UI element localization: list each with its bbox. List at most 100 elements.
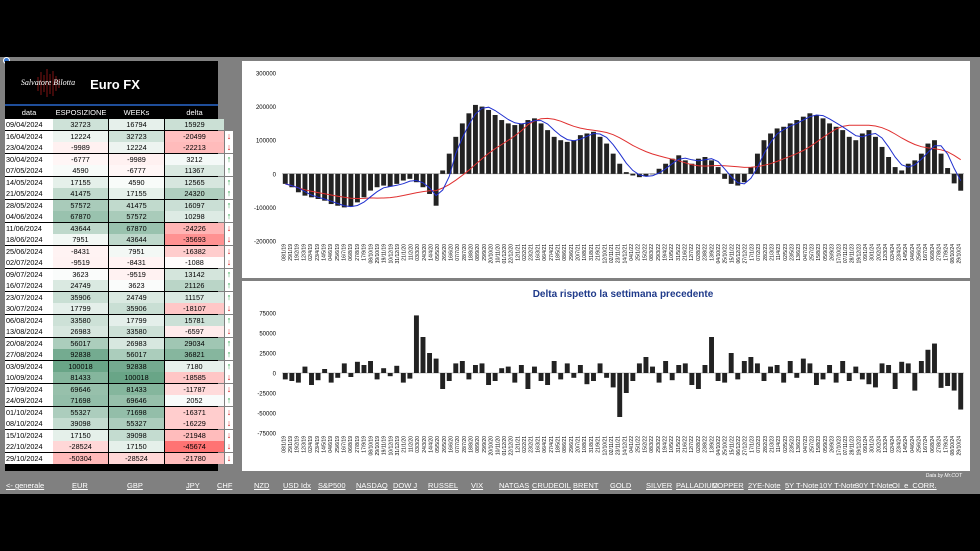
data-bar	[486, 373, 492, 385]
weeks-cell: 57572	[109, 211, 164, 222]
sheet-tab[interactable]: 10Y T-Note	[819, 481, 857, 490]
sheet-tab[interactable]: DOW J	[393, 481, 418, 490]
sheet-tab[interactable]: GBP	[127, 481, 143, 490]
arrow-down-icon: ↓	[225, 372, 233, 383]
x-tick-label: 14/5/19	[321, 244, 327, 261]
exposure-cell: 39098	[53, 418, 108, 429]
sheet-tab[interactable]: BRENT	[573, 481, 599, 490]
table-row[interactable]: 11/06/2024 43644 67870 -24226 ↓	[5, 222, 233, 235]
table-row[interactable]: 23/07/2024 35906 24749 11157 ↑	[5, 291, 233, 304]
table-row[interactable]: 02/07/2024 -9519 -8431 -1088 ↓	[5, 257, 233, 269]
x-tick-label: 12/3/19	[301, 244, 307, 261]
sheet-tab[interactable]: PALLADIUM	[676, 481, 718, 490]
table-row[interactable]: 30/07/2024 17799 35906 -18107 ↓	[5, 303, 233, 315]
table-row[interactable]: 18/06/2024 7951 43644 -35693 ↓	[5, 234, 233, 246]
table-row[interactable]: 17/09/2024 69646 81433 -11787 ↓	[5, 383, 233, 396]
date-cell: 28/05/2024	[5, 199, 54, 211]
data-bar	[420, 337, 426, 373]
table-row[interactable]: 01/10/2024 55327 71698 -16371 ↓	[5, 406, 233, 419]
x-tick-label: 28/11/23	[850, 244, 856, 263]
x-tick-label: 27/8/24	[937, 436, 943, 453]
table-row[interactable]: 14/05/2024 17155 4590 12565 ↑	[5, 176, 233, 189]
arrow-down-icon: ↓	[225, 234, 233, 245]
sheet-tab[interactable]: 2YE-Note	[748, 481, 781, 490]
sheet-tab[interactable]: VIX	[471, 481, 484, 490]
sheet-tab[interactable]: S&P500	[318, 481, 346, 490]
table-row[interactable]: 20/08/2024 56017 26983 29034 ↑	[5, 337, 233, 350]
table-row[interactable]: 08/10/2024 39098 55327 -16229 ↓	[5, 418, 233, 430]
table-row[interactable]: 24/09/2024 71698 69646 2052 ↑	[5, 395, 233, 407]
table-row[interactable]: 29/10/2024 -50304 -28524 -21780 ↓	[5, 452, 233, 465]
sheet-tab[interactable]: USD Idx	[283, 481, 311, 490]
table-row[interactable]: 15/10/2024 17150 39098 -21948 ↓	[5, 429, 233, 442]
x-tick-label: 07/7/20	[455, 244, 461, 261]
data-bar	[689, 163, 695, 174]
x-tick-label: 28/2/23	[763, 436, 769, 453]
date-cell: 20/08/2024	[5, 337, 54, 349]
data-bar	[925, 143, 931, 174]
data-bar	[892, 373, 898, 389]
sheet-tab[interactable]: OI_e_CORR.	[892, 481, 937, 490]
data-bar	[328, 373, 334, 383]
x-tick-label: 17/10/23	[836, 244, 842, 264]
data-bar	[938, 153, 944, 174]
sheet-tab[interactable]: SILVER	[646, 481, 673, 490]
table-row[interactable]: 28/05/2024 57572 41475 16097 ↑	[5, 199, 233, 212]
x-tick-label: 19/2/19	[295, 244, 301, 261]
exposure-cell: 56017	[53, 337, 108, 349]
table-row[interactable]: 27/08/2024 92838 56017 36821 ↑	[5, 349, 233, 361]
weeks-cell: 32723	[109, 130, 164, 142]
x-tick-label: 24/3/20	[422, 436, 428, 453]
table-row[interactable]: 07/05/2024 4590 -6777 11367 ↑	[5, 165, 233, 177]
table-row[interactable]: 09/04/2024 32723 16794 15929	[5, 119, 224, 131]
date-cell: 14/05/2024	[5, 176, 54, 188]
sheet-tab[interactable]: CHF	[217, 481, 233, 490]
sheet-tab[interactable]: NZD	[254, 481, 270, 490]
x-tick-label: 29/10/19	[375, 436, 381, 456]
sheet-tab[interactable]: JPY	[186, 481, 200, 490]
data-bar	[899, 361, 905, 373]
table-row[interactable]: 21/05/2024 41475 17155 24320 ↑	[5, 188, 233, 200]
table-row[interactable]: 16/07/2024 24749 3623 21126 ↑	[5, 280, 233, 292]
sheet-tab[interactable]: EUR	[72, 481, 88, 490]
x-tick-label: 15/11/22	[729, 436, 735, 455]
sheet-tab[interactable]: GOLD	[610, 481, 632, 490]
arrow-down-icon: ↓	[225, 429, 233, 441]
data-bar	[702, 365, 708, 373]
sheet-tab[interactable]: CRUDEOIL	[532, 481, 571, 490]
x-tick-label: 09/1/24	[863, 436, 869, 453]
table-row[interactable]: 16/04/2024 12224 32723 -20499 ↓	[5, 130, 233, 143]
sheet-tab[interactable]: NASDAQ	[356, 481, 388, 490]
x-tick-label: 25/6/19	[335, 436, 341, 453]
table-row[interactable]: 10/09/2024 81433 100018 -18585 ↓	[5, 372, 233, 384]
exposure-cell: 71698	[53, 395, 108, 406]
x-tick-label: 07/11/23	[843, 244, 849, 263]
table-row[interactable]: 06/08/2024 33580 17799 15781 ↑	[5, 314, 233, 327]
exposure-cell: 33580	[53, 314, 108, 326]
sheet-tab[interactable]: COPPER	[712, 481, 744, 490]
table-row[interactable]: 23/04/2024 -9989 12224 -22213 ↓	[5, 142, 233, 154]
table-row[interactable]: 03/09/2024 100018 92838 7180 ↑	[5, 360, 233, 373]
sheet-tab[interactable]: <- generale	[6, 481, 45, 490]
x-tick-label: 06/8/19	[348, 244, 354, 261]
table-row[interactable]: 13/08/2024 26983 33580 -6597 ↓	[5, 326, 233, 338]
table-row[interactable]: 22/10/2024 -28524 17150 -45674 ↓	[5, 441, 233, 453]
x-tick-label: 10/11/20	[495, 244, 501, 263]
y-tick-label: 100000	[256, 139, 277, 145]
sheet-tab[interactable]: RUSSEL	[428, 481, 459, 490]
x-tick-label: 25/7/23	[810, 244, 816, 261]
table-row[interactable]: 25/06/2024 -8431 7951 -16382 ↓	[5, 245, 233, 258]
date-cell: 17/09/2024	[5, 383, 54, 395]
weeks-cell: 67870	[109, 222, 164, 234]
sheet-tab[interactable]: NATGAS	[499, 481, 530, 490]
data-bar	[781, 126, 787, 174]
x-tick-label: 27/4/21	[549, 244, 555, 261]
x-tick-label: 20/2/24	[876, 436, 882, 453]
table-row[interactable]: 09/07/2024 3623 -9519 13142 ↑	[5, 268, 233, 281]
x-tick-label: 23/2/21	[529, 244, 535, 261]
sheet-tab[interactable]: 5Y T-Note	[785, 481, 819, 490]
sheet-tab[interactable]: 30Y T-Note	[855, 481, 893, 490]
table-row[interactable]: 30/04/2024 -6777 -9989 3212 ↑	[5, 153, 233, 166]
table-row[interactable]: 04/06/2024 67870 57572 10298 ↑	[5, 211, 233, 223]
y-tick-label: 200000	[256, 105, 277, 111]
